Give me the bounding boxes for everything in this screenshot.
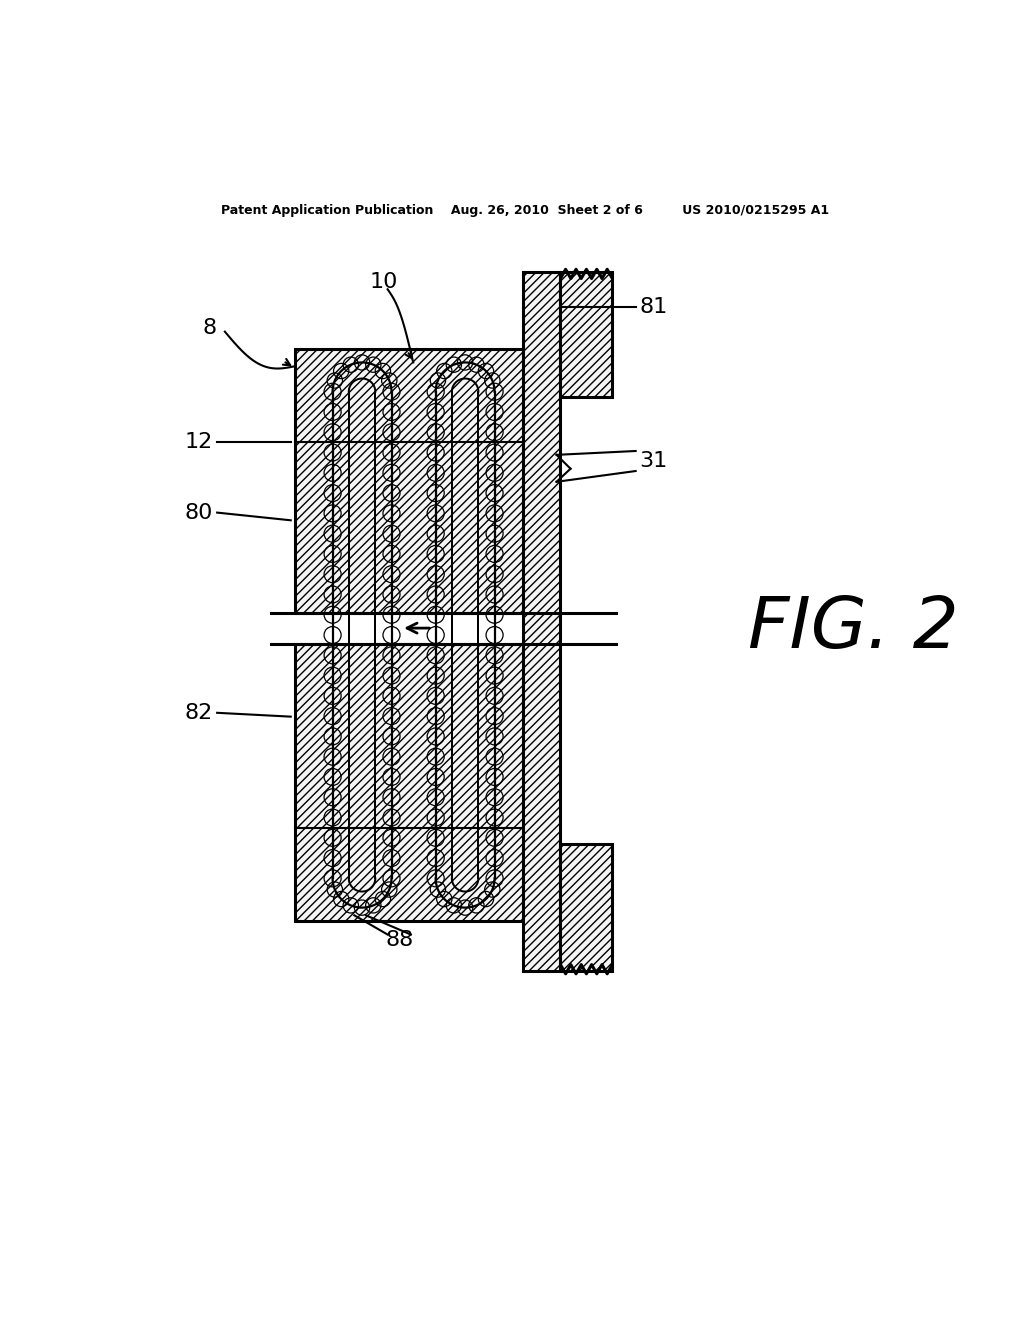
Text: 88: 88 [385, 931, 414, 950]
Bar [295, 350, 523, 612]
Bar [560, 272, 612, 397]
Bar [560, 843, 612, 970]
Bar [295, 644, 523, 921]
Text: FIG. 2: FIG. 2 [748, 594, 958, 663]
Text: 31: 31 [640, 451, 668, 471]
Text: 82: 82 [185, 702, 213, 723]
Text: 81: 81 [640, 297, 668, 317]
Text: Patent Application Publication    Aug. 26, 2010  Sheet 2 of 6         US 2010/02: Patent Application Publication Aug. 26, … [221, 205, 828, 218]
Text: 8: 8 [203, 318, 217, 338]
Text: 10: 10 [370, 272, 398, 292]
Bar [523, 272, 560, 970]
Text: 80: 80 [185, 503, 213, 523]
Text: 12: 12 [185, 432, 213, 451]
